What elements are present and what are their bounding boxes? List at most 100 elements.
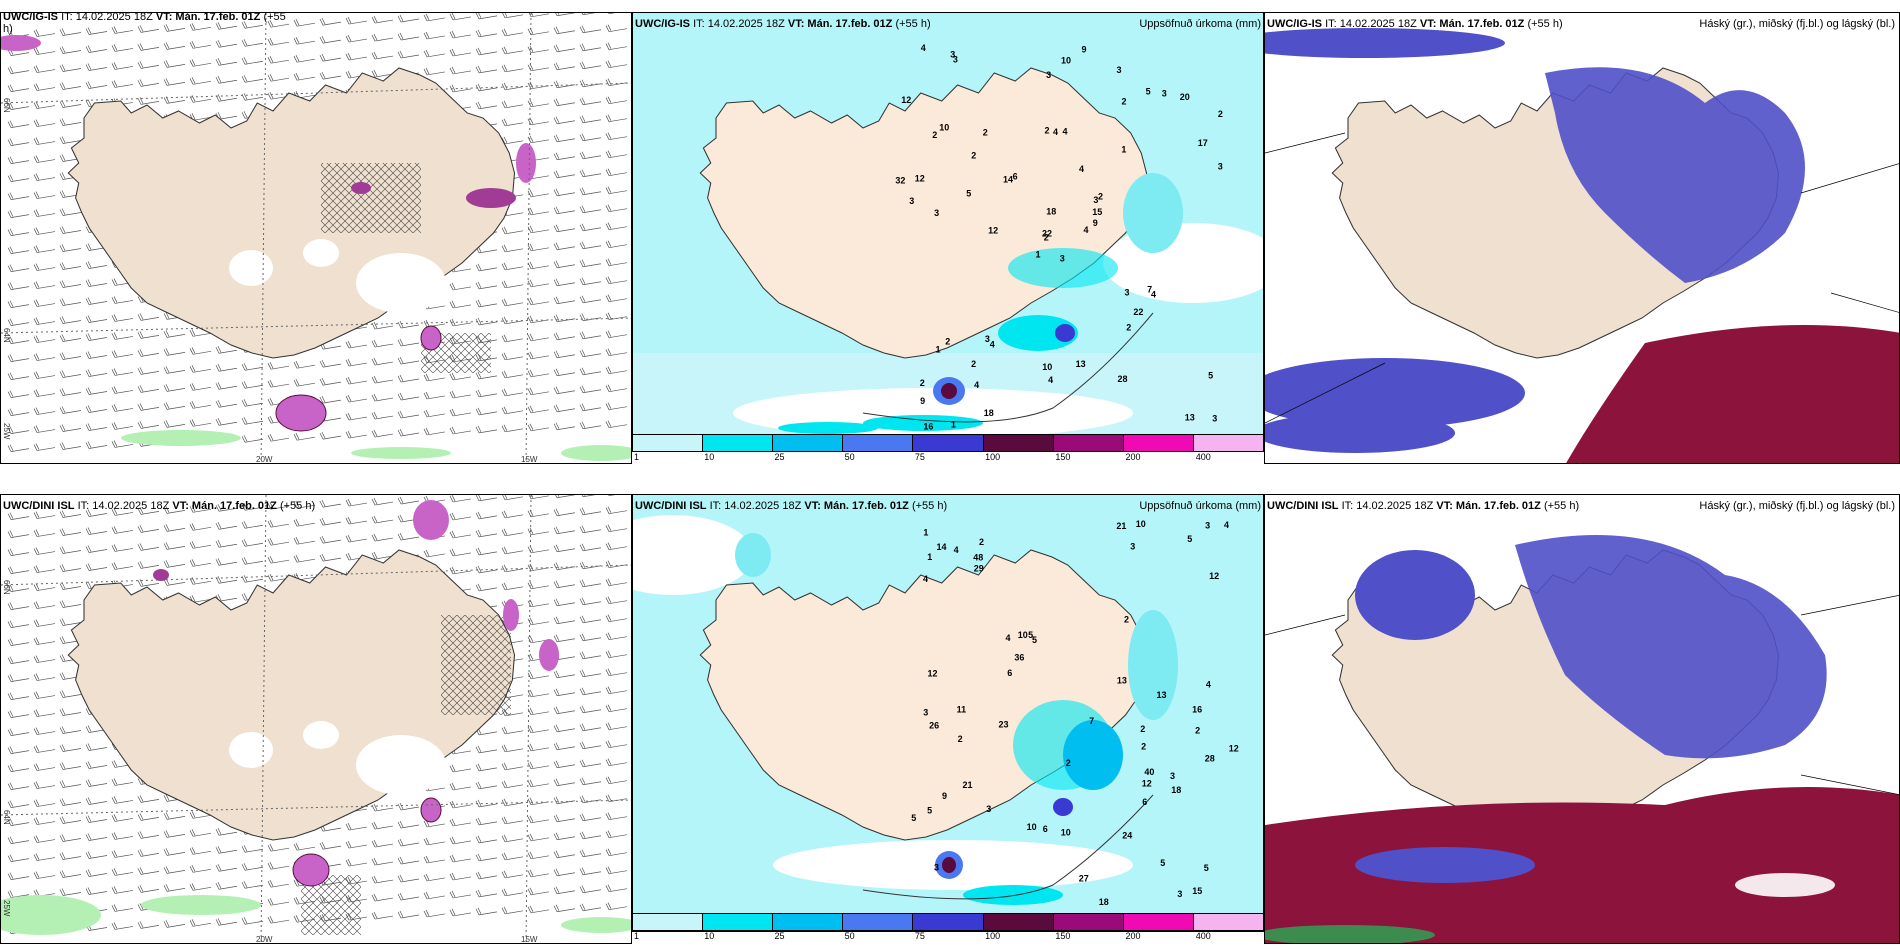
wind-barb	[111, 886, 134, 894]
map-clouds-dini	[1265, 495, 1899, 943]
wind-barb	[345, 394, 368, 403]
wind-barb	[345, 516, 368, 525]
wind-barb	[501, 298, 524, 307]
wind-barb	[527, 887, 550, 896]
wind-barb	[163, 560, 186, 568]
wind-barb	[111, 44, 134, 52]
wind-barb	[605, 42, 628, 51]
colorbar-swatch	[633, 435, 704, 451]
wind-barb	[553, 206, 576, 215]
wind-barb	[137, 385, 160, 393]
wind-barb	[605, 240, 628, 249]
wind-barb	[553, 62, 576, 71]
lon-label: 15W	[521, 455, 538, 464]
wind-barb	[189, 811, 212, 819]
wind-barb	[85, 887, 108, 895]
wind-barb	[605, 276, 628, 285]
precip-value: 18	[1099, 897, 1109, 907]
precip-value: 4	[923, 574, 928, 584]
precip-value: 15	[1092, 207, 1102, 217]
wind-barb	[475, 745, 498, 754]
wind-barb	[553, 544, 576, 553]
precip-value: 2	[945, 336, 950, 346]
wind-barb	[215, 76, 238, 84]
wind-barb	[7, 890, 30, 898]
wind-barb	[33, 245, 56, 253]
wind-barb	[579, 651, 602, 660]
wind-barb	[163, 78, 186, 86]
wind-barb	[423, 891, 446, 900]
wind-barb	[528, 13, 550, 18]
colorbar-label: 200	[1125, 452, 1141, 462]
wind-barb	[397, 410, 420, 419]
wind-barb	[241, 363, 264, 371]
colorbar-swatch	[913, 914, 984, 930]
precip-value: 3	[934, 208, 939, 218]
wind-barb	[527, 135, 550, 144]
colorbar-label: 25	[774, 452, 785, 462]
wind-barb	[111, 868, 134, 876]
wind-barb	[267, 362, 290, 370]
wind-barb	[579, 669, 602, 678]
wind-barb	[579, 97, 602, 106]
wind-barb	[501, 136, 524, 145]
wind-barb	[449, 30, 472, 39]
wind-barb	[215, 864, 238, 872]
wind-barb	[241, 863, 264, 871]
wind-barb	[85, 797, 108, 805]
wind-barb	[527, 833, 550, 842]
precip-value: 29	[974, 563, 984, 573]
wind-barb	[189, 919, 212, 927]
wind-barb	[475, 583, 498, 592]
wind-barb	[7, 674, 30, 682]
wind-barb	[345, 840, 368, 849]
wind-barb	[553, 224, 576, 233]
wind-barb	[397, 320, 420, 329]
wind-barb	[371, 533, 394, 542]
wind-barb	[267, 556, 290, 564]
wind-barb	[449, 872, 472, 881]
wind-barb	[111, 386, 134, 394]
colorbar-swatch	[703, 435, 774, 451]
wind-barb	[553, 760, 576, 769]
wind-barb	[7, 584, 30, 592]
precip-value: 9	[1093, 218, 1098, 228]
panel-precip-dini: 2 2 3 2 5 5 5 3 4 18 4 3 1 5 10 4 2 7 5 21 4 5 6 28 21 48 40 26 29 13…	[632, 494, 1264, 932]
precip-value: 48	[973, 553, 983, 563]
colorbar-swatch	[773, 435, 844, 451]
precip-value: 1	[936, 344, 941, 354]
precip-value: 3	[1117, 65, 1122, 75]
wind-barb	[137, 579, 160, 587]
wind-barb	[527, 707, 550, 716]
wind-barb	[397, 32, 420, 41]
wind-barb	[553, 296, 576, 305]
wind-barb	[137, 507, 160, 515]
wind-barb	[33, 853, 56, 861]
wind-barb	[241, 75, 264, 83]
precip-value: 6	[1142, 797, 1147, 807]
wind-barb	[423, 855, 446, 864]
wind-barb	[7, 692, 30, 700]
wind-barb	[163, 542, 186, 550]
colorbar-label: 400	[1195, 931, 1211, 941]
panel-clouds-ig: UWC/IG-IS IT: 14.02.2025 18Z VT: Mán. 17…	[1264, 12, 1900, 464]
wind-barb	[59, 28, 82, 36]
colorbar-swatch	[983, 435, 1054, 451]
wind-barb	[267, 898, 290, 906]
wind-barb	[397, 14, 420, 23]
wind-barb	[605, 384, 628, 393]
wind-barb	[527, 869, 550, 878]
colorbar-swatch	[703, 914, 774, 930]
precip-value: 12	[988, 225, 998, 235]
wind-barb	[475, 29, 498, 38]
wind-barb	[319, 841, 342, 850]
wind-barb	[423, 409, 446, 418]
wind-barb	[7, 710, 30, 718]
wind-barb	[267, 434, 290, 442]
wind-barb	[579, 885, 602, 894]
wind-barb	[397, 532, 420, 541]
wind-barb	[85, 779, 108, 787]
wind-barb	[7, 728, 30, 736]
wind-barb	[85, 261, 108, 269]
precip-value: 10	[1042, 362, 1052, 372]
